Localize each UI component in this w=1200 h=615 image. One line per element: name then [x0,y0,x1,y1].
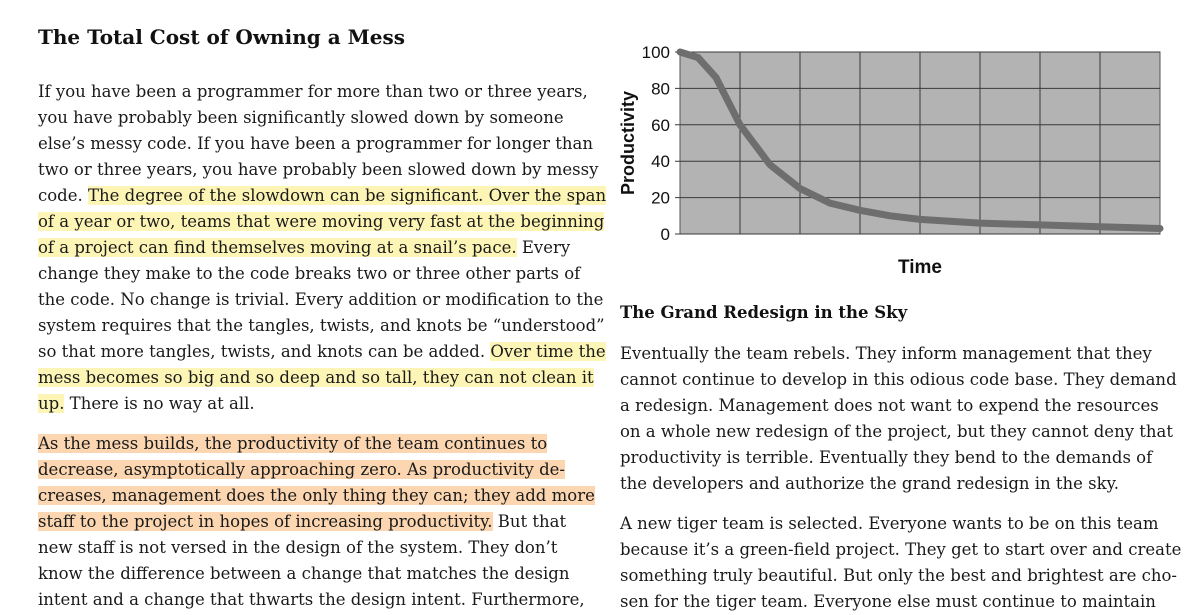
section-heading: The Total Cost of Owning a Mess [38,25,405,49]
paragraph-total-cost-2: As the mess builds, the productivity of … [38,431,598,613]
text-segment: change they make to the code breaks two … [38,264,581,283]
text-line: new staff is not versed in the design of… [38,535,598,561]
productivity-series-line [676,48,1164,232]
text-line: staff to the project in hopes of increas… [38,509,598,535]
text-segment: know the difference between a change tha… [38,564,570,583]
text-segment: code. [38,186,88,205]
paragraph-redesign-1: Eventually the team rebels. They inform … [620,341,1180,497]
highlighted-text: up. [38,394,65,413]
text-segment: Every [516,238,571,257]
text-line: on a whole new redesign of the project, … [620,422,1173,441]
text-line: else’s messy code. If you have been a pr… [38,131,598,157]
text-line: intent and a change that thwarts the des… [38,587,598,613]
text-line: decrease, asymptotically approaching zer… [38,457,598,483]
text-line: change they make to the code breaks two … [38,261,598,287]
text-line: you have probably been significantly slo… [38,105,598,131]
text-line: mess becomes so big and so deep and so t… [38,365,598,391]
text-segment: new staff is not versed in the design of… [38,538,558,557]
y-tick-label: 40 [651,152,670,171]
text-line: productivity is terrible. Eventually the… [620,448,1153,467]
highlighted-text: staff to the project in hopes of increas… [38,512,493,531]
highlighted-text: Over time the [490,342,606,361]
y-tick-label: 60 [651,116,670,135]
text-segment: two or three years, you have probably be… [38,160,599,179]
paragraph-total-cost-1: If you have been a programmer for more t… [38,79,607,417]
text-segment: If you have been a programmer for more t… [38,82,588,101]
text-segment: you have probably been significantly slo… [38,108,564,127]
productivity-chart: 0 20 40 60 80 100 Time Productivity [612,38,1172,283]
text-segment: the code. No change is trivial. Every ad… [38,290,604,309]
text-segment: There is no way at all. [64,394,255,413]
text-segment: else’s messy code. If you have been a pr… [38,134,594,153]
y-tick-label: 20 [651,189,670,208]
text-line: Eventually the team rebels. They inform … [620,344,1152,363]
highlighted-text: creases, management does the only thing … [38,486,595,505]
text-line: of a year or two, teams that were moving… [38,209,605,235]
productivity-chart-svg: 0 20 40 60 80 100 Time Productivity [618,43,1164,278]
text-line: system requires that the tangles, twists… [38,313,605,339]
text-line: the developers and authorize the grand r… [620,474,1120,493]
highlighted-text: The degree of the slowdown can be signif… [88,186,607,205]
highlighted-text: of a project can find themselves moving … [38,238,517,257]
y-tick-label: 80 [651,79,670,98]
text-line: know the difference between a change tha… [38,561,598,587]
highlighted-text: mess becomes so big and so deep and so t… [38,368,594,387]
subsection-heading: The Grand Redesign in the Sky [620,303,908,322]
text-line: something truly beautiful. But only the … [620,566,1177,585]
text-line: If you have been a programmer for more t… [38,79,598,105]
text-line: creases, management does the only thing … [38,483,598,509]
text-line: up. There is no way at all. [38,391,598,417]
text-line: because it’s a green-field project. They… [620,540,1182,559]
highlighted-text: decrease, asymptotically approaching zer… [38,460,566,479]
text-line: the code. No change is trivial. Every ad… [38,287,603,313]
text-line: of a project can find themselves moving … [38,235,598,261]
highlighted-text: As the mess builds, the productivity of … [38,434,548,453]
text-line: cannot continue to develop in this odiou… [620,370,1177,389]
paragraph-redesign-2: A new tiger team is selected. Everyone w… [620,511,1182,615]
text-line: code. The degree of the slowdown can be … [38,183,607,209]
text-segment: But that [492,512,567,531]
text-line: two or three years, you have probably be… [38,157,598,183]
y-tick-label: 0 [661,225,670,244]
text-line: so that more tangles, twists, and knots … [38,339,606,365]
text-segment: so that more tangles, twists, and knots … [38,342,491,361]
y-axis-label: Productivity [618,91,638,195]
text-line: a redesign. Management does not want to … [620,396,1159,415]
x-axis-label: Time [898,257,942,278]
text-line: A new tiger team is selected. Everyone w… [620,514,1159,533]
text-line: sen for the tiger team. Everyone else mu… [620,592,1156,611]
text-segment: system requires that the tangles, twists… [38,316,605,335]
highlighted-text: of a year or two, teams that were moving… [38,212,605,231]
y-tick-label: 100 [642,43,670,62]
text-line: As the mess builds, the productivity of … [38,431,598,457]
